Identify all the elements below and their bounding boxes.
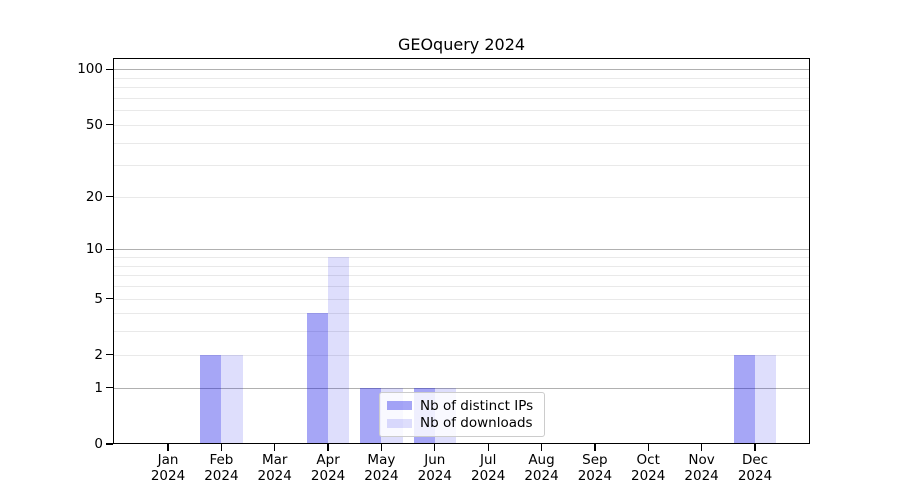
major-gridline <box>113 69 810 71</box>
minor-gridline <box>113 110 810 112</box>
legend-item-downloads: Nb of downloads <box>387 415 536 432</box>
y-tick <box>106 354 113 356</box>
y-tick-label: 50 <box>85 116 103 133</box>
minor-gridline <box>113 275 810 277</box>
x-tick <box>540 444 543 451</box>
x-tick-label: May 2024 <box>364 452 399 484</box>
y-tick <box>106 248 113 250</box>
bar-nb-of-distinct-ips-dec <box>733 354 755 444</box>
y-tick-label: 0 <box>94 436 103 452</box>
x-tick <box>167 444 169 451</box>
bar-nb-of-downloads-dec <box>755 354 777 444</box>
x-tick-label: Aug 2024 <box>524 452 559 484</box>
x-tick <box>274 444 276 451</box>
x-tick-label: Sep 2024 <box>577 452 613 484</box>
x-tick <box>220 444 223 451</box>
x-tick-label: Apr 2024 <box>310 452 346 484</box>
legend: Nb of distinct IPs Nb of downloads <box>379 392 545 437</box>
y-tick-label: 20 <box>85 188 103 205</box>
legend-swatch-distinct-ips-icon <box>387 401 412 411</box>
minor-gridline <box>113 165 810 167</box>
minor-gridline <box>113 97 810 99</box>
y-tick <box>106 68 113 70</box>
y-tick <box>106 443 113 445</box>
minor-gridline <box>113 298 810 300</box>
chart-title: GEOquery 2024 <box>397 35 526 54</box>
x-tick-label: Oct 2024 <box>631 452 666 484</box>
bars-layer <box>113 58 810 444</box>
y-tick <box>106 297 113 300</box>
major-gridline <box>113 249 810 251</box>
y-tick-label: 100 <box>77 61 103 78</box>
minor-gridline <box>113 124 810 126</box>
y-tick <box>106 387 113 389</box>
x-tick-label: Feb 2024 <box>204 452 239 484</box>
x-tick <box>594 444 596 451</box>
x-tick-label: Jun 2024 <box>417 452 452 484</box>
x-tick-label: Dec 2024 <box>737 452 773 484</box>
bar-nb-of-distinct-ips-may <box>360 387 382 444</box>
minor-gridline <box>113 265 810 267</box>
minor-gridline <box>113 354 810 356</box>
minor-gridline <box>113 313 810 315</box>
x-tick <box>647 444 649 451</box>
x-tick <box>700 444 703 451</box>
minor-gridline <box>113 87 810 89</box>
y-tick-label: 10 <box>85 241 103 258</box>
x-tick <box>754 444 756 451</box>
x-tick <box>434 444 436 451</box>
minor-gridline <box>113 77 810 79</box>
plot-area <box>113 58 810 444</box>
minor-gridline <box>113 331 810 333</box>
y-tick-label: 2 <box>94 346 103 363</box>
minor-gridline <box>113 286 810 287</box>
minor-gridline <box>113 257 810 258</box>
gridlines <box>113 58 810 444</box>
bar-nb-of-distinct-ips-feb <box>200 354 222 444</box>
legend-label: Nb of downloads <box>420 415 533 432</box>
minor-gridline <box>113 196 810 198</box>
y-tick <box>106 196 113 198</box>
y-tick-label: 5 <box>94 290 103 307</box>
major-gridline <box>113 387 810 389</box>
x-tick-label: Nov 2024 <box>684 452 719 484</box>
minor-gridline <box>113 142 810 144</box>
x-tick-label: Mar 2024 <box>257 452 292 484</box>
y-tick <box>106 124 113 126</box>
x-tick-label: Jan 2024 <box>150 452 186 484</box>
y-tick-label: 1 <box>94 379 103 396</box>
legend-swatch-downloads-icon <box>387 418 412 428</box>
legend-label: Nb of distinct IPs <box>420 397 534 414</box>
bar-nb-of-distinct-ips-apr <box>306 313 329 444</box>
x-tick <box>487 444 489 451</box>
bar-nb-of-downloads-feb <box>221 354 243 444</box>
x-tick-label: Jul 2024 <box>471 452 506 484</box>
x-tick <box>380 444 383 451</box>
legend-item-distinct-ips: Nb of distinct IPs <box>387 397 536 414</box>
x-tick <box>327 444 329 451</box>
bar-nb-of-downloads-apr <box>328 257 350 444</box>
